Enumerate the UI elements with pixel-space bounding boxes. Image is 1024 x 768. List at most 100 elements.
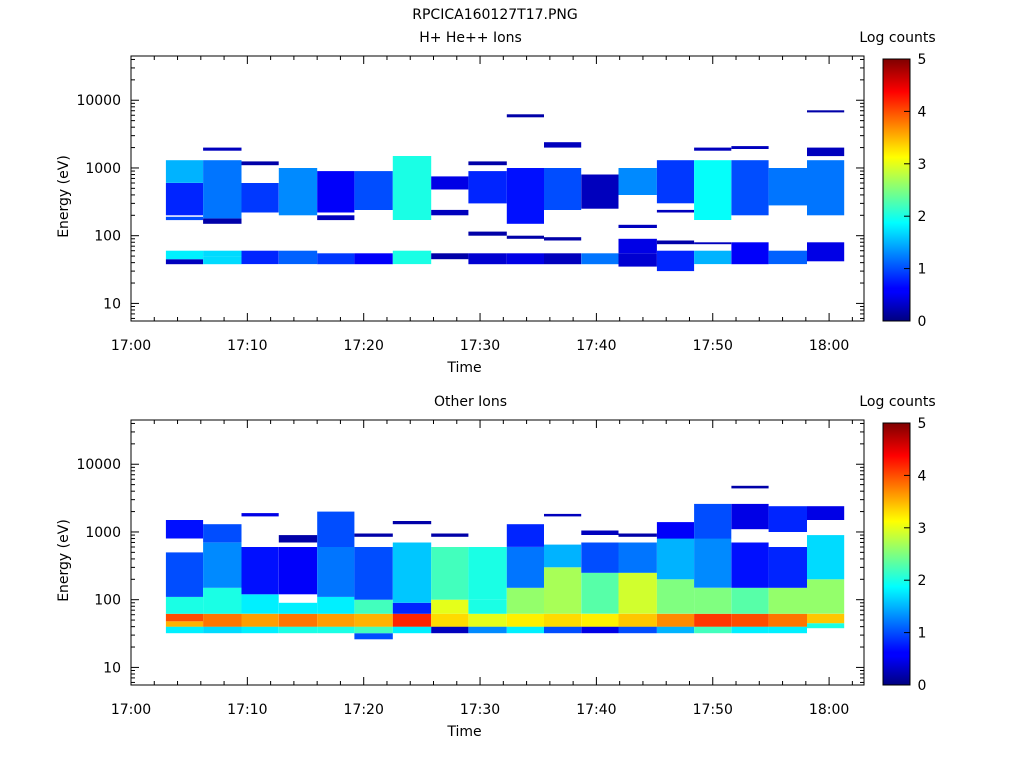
spectrogram-cell xyxy=(468,599,507,614)
spectrogram-cell xyxy=(544,142,582,148)
spectrogram-cell xyxy=(468,253,507,265)
spectrogram-cell xyxy=(392,626,432,634)
spectrogram-cell xyxy=(241,547,279,595)
spectrogram-cell xyxy=(618,613,657,627)
spectrogram-cell xyxy=(203,542,242,588)
spectrogram-cell xyxy=(506,114,544,118)
spectrogram-cell xyxy=(694,160,732,220)
y-axis-label: Energy (eV) xyxy=(56,155,72,238)
spectrogram-cell xyxy=(581,253,619,265)
panel-h-he-ions: 17:00 17:10 17:20 17:30 17:40 17:50 18:0010100… xyxy=(56,30,936,376)
spectrogram-cell xyxy=(768,613,807,627)
colorbar-tick-label: 5 xyxy=(918,52,927,68)
spectrogram-cell xyxy=(544,513,582,517)
colorbar-tick-label: 1 xyxy=(918,262,927,278)
spectrogram-cell xyxy=(544,567,582,614)
spectrogram-cell xyxy=(278,168,318,216)
spectrogram-cell xyxy=(165,621,204,627)
spectrogram-cell xyxy=(317,626,355,634)
x-tick-label: 17:20 xyxy=(344,338,384,354)
spectrogram-cell xyxy=(354,613,393,627)
spectrogram-cell xyxy=(581,572,619,614)
spectrogram-cell xyxy=(656,579,695,614)
spectrogram-cell xyxy=(618,572,657,614)
x-axis-label: Time xyxy=(446,724,481,740)
spectrogram-cell xyxy=(656,626,695,634)
colorbar-gradient xyxy=(882,58,911,322)
spectrogram-cell xyxy=(544,253,582,265)
spectrogram-cell xyxy=(241,626,279,634)
colorbar-tick-label: 0 xyxy=(918,314,927,330)
spectrogram-cell xyxy=(694,613,732,627)
spectrogram-cell xyxy=(354,547,393,600)
spectrogram-cell xyxy=(694,503,732,539)
colorbar-tick-label: 2 xyxy=(918,573,927,589)
figure-title: RPCICA160127T17.PNG xyxy=(412,7,577,23)
spectrogram-cell xyxy=(544,237,582,241)
spectrogram-cell xyxy=(317,613,355,627)
spectrogram-cell xyxy=(203,256,242,265)
spectrogram-cell xyxy=(165,626,204,634)
spectrogram-cell xyxy=(807,506,845,520)
spectrogram-cell xyxy=(317,253,355,265)
spectrogram-cells xyxy=(165,485,845,640)
spectrogram-cell xyxy=(392,156,432,220)
spectrogram-cell xyxy=(278,547,318,595)
spectrogram-cell xyxy=(203,147,242,151)
y-tick-label: 10 xyxy=(103,296,121,312)
spectrogram-cell xyxy=(165,552,204,597)
spectrogram-cell xyxy=(165,183,204,216)
spectrogram-cell xyxy=(731,146,769,149)
spectrogram-cell xyxy=(392,602,432,614)
spectrogram-cell xyxy=(506,547,544,588)
x-tick-label: 17:30 xyxy=(460,702,500,718)
colorbar-tick-label: 0 xyxy=(918,678,927,694)
colorbar-label: Log counts xyxy=(859,394,935,410)
spectrogram-cell xyxy=(731,485,769,489)
spectrogram-cell xyxy=(203,587,242,614)
colorbar-tick-label: 3 xyxy=(918,521,927,537)
spectrogram-cells xyxy=(165,110,845,272)
colorbar-gradient xyxy=(882,422,911,686)
colorbar-tick-label: 4 xyxy=(918,468,927,484)
spectrogram-cell xyxy=(431,176,469,190)
spectrogram-cell xyxy=(656,209,695,213)
spectrogram-cell xyxy=(431,599,469,614)
colorbar: 0 1 2 3 4 5 Log counts xyxy=(859,30,935,330)
spectrogram-cell xyxy=(581,613,619,627)
spectrogram-cell xyxy=(618,224,657,228)
spectrogram-cell xyxy=(694,250,732,265)
spectrogram-cell xyxy=(203,626,242,634)
x-tick-label: 17:30 xyxy=(460,338,500,354)
spectrogram-cell xyxy=(768,506,807,532)
spectrogram-cell xyxy=(203,613,242,627)
y-tick-label: 100 xyxy=(94,593,121,609)
spectrogram-cell xyxy=(392,521,432,525)
spectrogram-cell xyxy=(278,626,318,634)
spectrogram-cell xyxy=(656,522,695,539)
spectrogram-cell xyxy=(468,547,507,600)
x-tick-label: 17:10 xyxy=(227,338,267,354)
colorbar-tick-label: 1 xyxy=(918,626,927,642)
panel-title: H+ He++ Ions xyxy=(419,30,522,46)
spectrogram-cell xyxy=(431,613,469,627)
spectrogram-cell xyxy=(203,218,242,224)
spectrogram-cell xyxy=(768,250,807,265)
spectrogram-cell xyxy=(354,626,393,634)
y-tick-label: 100 xyxy=(94,229,121,245)
spectrogram-cell xyxy=(656,240,695,245)
spectrogram-cell xyxy=(431,533,469,537)
spectrogram-cell xyxy=(203,250,242,257)
spectrogram-cell xyxy=(807,623,845,629)
x-axis-label: Time xyxy=(446,360,481,376)
spectrogram-cell xyxy=(807,535,845,580)
spectrogram-cell xyxy=(317,547,355,597)
spectrogram-cell xyxy=(165,250,204,260)
spectrogram-cell xyxy=(694,587,732,614)
spectrogram-cell xyxy=(468,171,507,204)
spectrogram-cell xyxy=(354,533,393,537)
colorbar: 0 1 2 3 4 5 Log counts xyxy=(859,394,935,694)
spectrogram-cell xyxy=(768,168,807,206)
x-tick-label: 17:40 xyxy=(576,702,616,718)
